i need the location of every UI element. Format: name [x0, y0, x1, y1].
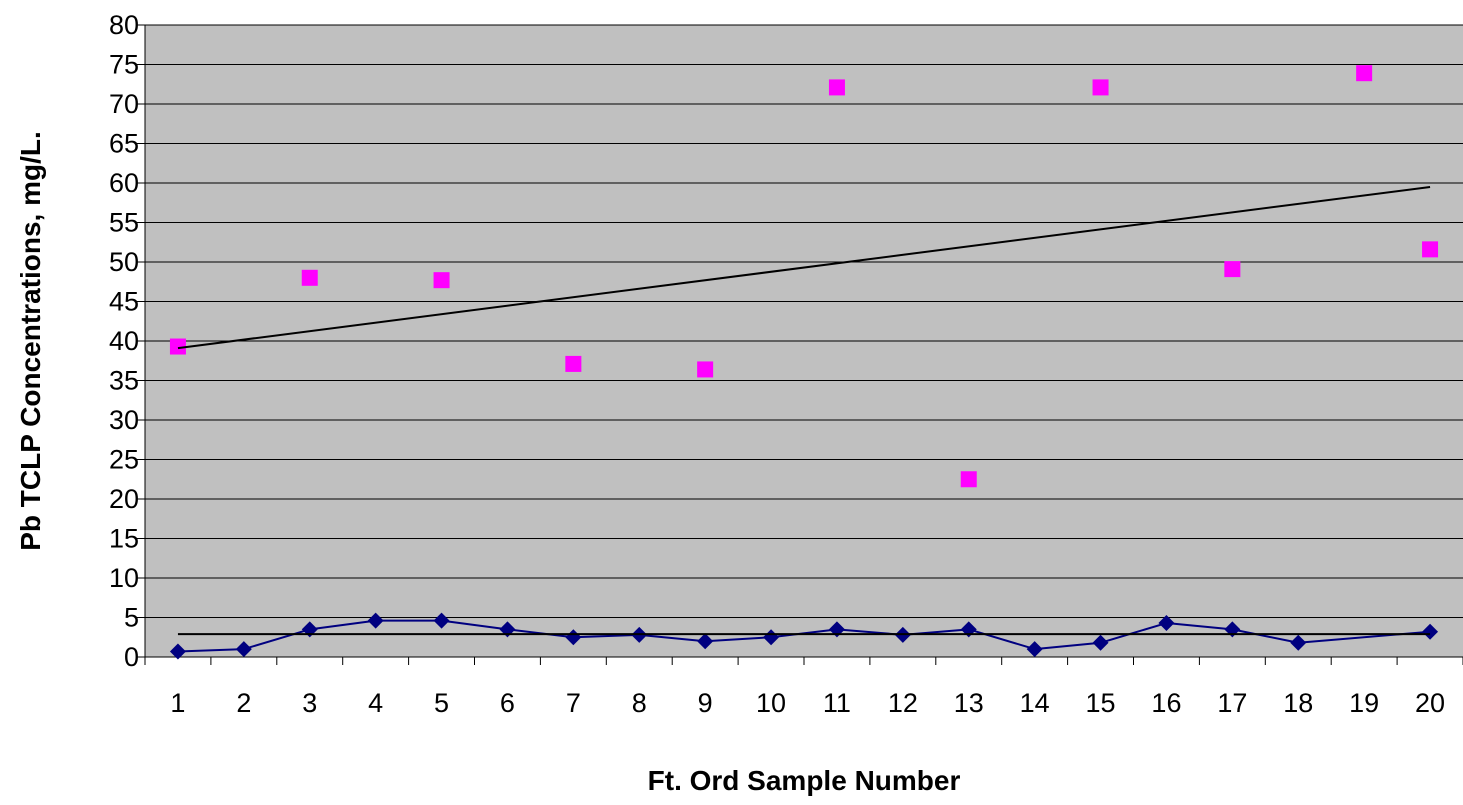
x-tick-label: 1 — [170, 688, 185, 718]
y-tick-label: 40 — [109, 326, 139, 356]
x-tick-label: 16 — [1151, 688, 1181, 718]
y-tick-label: 45 — [109, 287, 139, 317]
x-tick-label: 13 — [954, 688, 984, 718]
x-tick-label: 20 — [1415, 688, 1445, 718]
gridlines — [145, 24, 1463, 618]
y-tick-label: 50 — [109, 247, 139, 277]
x-tick-label: 6 — [500, 688, 515, 718]
square-marker — [1092, 79, 1109, 96]
x-tick-label: 15 — [1086, 688, 1116, 718]
y-tick-label: 0 — [124, 642, 139, 672]
square-marker — [1356, 65, 1373, 82]
y-tick-label: 30 — [109, 405, 139, 435]
y-tick-label: 60 — [109, 168, 139, 198]
square-marker — [960, 471, 977, 488]
x-axis-title: Ft. Ord Sample Number — [648, 765, 961, 796]
diamond-marker — [1026, 641, 1043, 658]
x-tick-label: 3 — [302, 688, 317, 718]
square-marker — [828, 79, 845, 96]
x-tick-label: 19 — [1349, 688, 1379, 718]
x-tick-label: 17 — [1217, 688, 1247, 718]
y-tick-label: 65 — [109, 129, 139, 159]
y-tick-label: 5 — [124, 603, 139, 633]
y-tick-label: 25 — [109, 445, 139, 475]
diamond-marker — [169, 643, 186, 660]
y-tick-label: 75 — [109, 50, 139, 80]
square-marker — [433, 272, 450, 289]
x-tick-label: 5 — [434, 688, 449, 718]
x-tick-label: 8 — [632, 688, 647, 718]
square-marker — [1422, 241, 1439, 258]
diamond-marker — [1092, 634, 1109, 651]
square-marker — [565, 355, 582, 372]
square-marker — [169, 338, 186, 355]
y-tick-label: 55 — [109, 208, 139, 238]
diamond-marker — [1158, 615, 1175, 632]
diamond-marker — [235, 641, 252, 658]
y-tick-label: 35 — [109, 366, 139, 396]
x-tick-label: 4 — [368, 688, 383, 718]
square-marker — [697, 361, 714, 378]
y-tick-label: 10 — [109, 563, 139, 593]
x-tick-label: 10 — [756, 688, 786, 718]
diamond-marker — [367, 612, 384, 629]
x-tick-label: 14 — [1020, 688, 1050, 718]
x-tick-label: 2 — [236, 688, 251, 718]
x-tick-label: 9 — [698, 688, 713, 718]
x-tick-label: 12 — [888, 688, 918, 718]
diamond-marker — [697, 633, 714, 650]
square-marker — [301, 269, 318, 286]
y-tick-label: 80 — [109, 10, 139, 40]
y-tick-label: 70 — [109, 89, 139, 119]
square-marker — [1224, 261, 1241, 278]
y-tick-label: 20 — [109, 484, 139, 514]
axes — [137, 24, 1463, 665]
x-tick-label: 7 — [566, 688, 581, 718]
y-tick-label: 15 — [109, 524, 139, 554]
diamond-marker — [1290, 634, 1307, 651]
x-tick-label: 11 — [823, 688, 851, 718]
y-axis-title: Pb TCLP Concentrations, mg/L. — [15, 131, 46, 551]
diamond-marker — [433, 612, 450, 629]
x-tick-label: 18 — [1283, 688, 1313, 718]
series — [169, 65, 1439, 660]
trendline — [177, 185, 1431, 350]
diamond-marker — [1422, 623, 1439, 640]
